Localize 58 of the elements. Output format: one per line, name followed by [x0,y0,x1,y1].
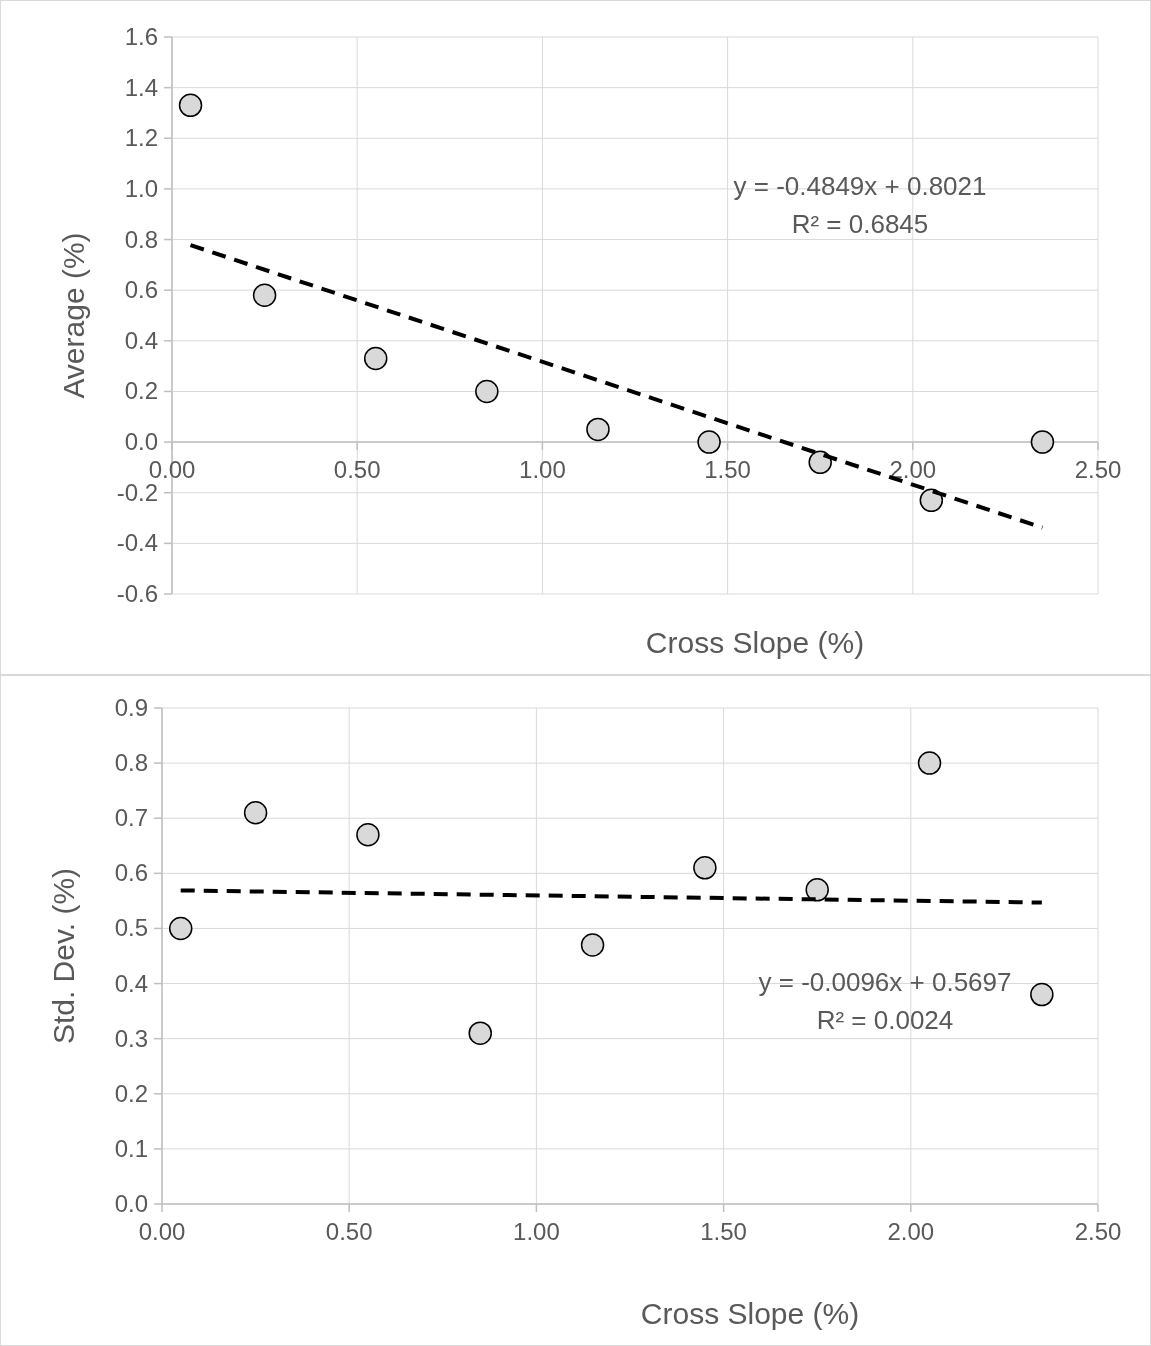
x-tick-label: 2.00 [889,456,937,484]
y-tick-label: 0.0 [124,428,158,456]
point [356,823,380,847]
y-tick-label: 0.2 [114,1079,148,1107]
point [1030,430,1055,454]
x-axis-title: Cross Slope (%) [640,1297,860,1330]
point [475,379,499,404]
annotation: y = -0.4849x + 0.8021 [733,171,987,201]
point [168,916,193,941]
y-tick-label: 0.6 [124,276,158,304]
y-tick-label: 0.0 [114,1190,148,1217]
point [178,93,203,118]
point [580,933,605,957]
point [252,283,277,307]
y-tick-label: 0.4 [114,969,148,997]
x-tick-label: 0.50 [333,456,381,484]
y-tick-label: 0.3 [114,1024,148,1052]
x-tick-label: 2.00 [887,1218,935,1245]
y-tick-label: 1.0 [124,174,158,202]
point [468,1021,492,1045]
y-tick-label: 0.7 [114,804,148,832]
x-tick-label: 1.00 [519,456,566,484]
point [1030,982,1054,1007]
y-tick-label: 0.1 [114,1134,148,1162]
annotation: y = -0.0096x + 0.5697 [758,967,1012,997]
y-tick-label: 0.9 [114,694,148,721]
point [697,430,721,454]
x-tick-label: 1.50 [700,1218,747,1245]
point [917,751,942,775]
y-tick-label: 1.6 [124,23,158,50]
annotation: R² = 0.6845 [791,209,929,239]
x-tick-label: 0.00 [138,1218,186,1245]
x-tick-label: 1.00 [513,1218,560,1245]
y-tick-label: 1.4 [124,73,158,101]
y-tick-label: -0.6 [116,580,158,607]
y-tick-label: 0.2 [124,377,158,405]
x-tick-label: 0.50 [325,1218,373,1245]
point [243,800,268,825]
point [363,346,388,371]
y-tick-label: 1.2 [124,124,158,152]
y-axis-title: Average (%) [57,232,90,399]
y-tick-label: -0.4 [116,529,158,557]
annotation: R² = 0.0024 [816,1005,954,1035]
y-tick-label: 0.6 [114,859,148,887]
x-tick-label: 2.50 [1074,1218,1122,1245]
x-tick-label: 2.50 [1074,456,1122,484]
x-axis-title: Cross Slope (%) [645,626,865,659]
point [805,878,829,902]
y-tick-label: 0.8 [114,749,148,777]
y-axis-title: Std. Dev. (%) [47,867,80,1045]
y-tick-label: 0.8 [124,225,158,253]
point [919,488,944,513]
point [693,856,717,880]
y-tick-label: 0.4 [124,326,158,354]
point [808,450,832,475]
point [586,417,610,442]
y-tick-label: 0.5 [114,914,148,942]
x-tick-label: 1.50 [704,456,751,484]
